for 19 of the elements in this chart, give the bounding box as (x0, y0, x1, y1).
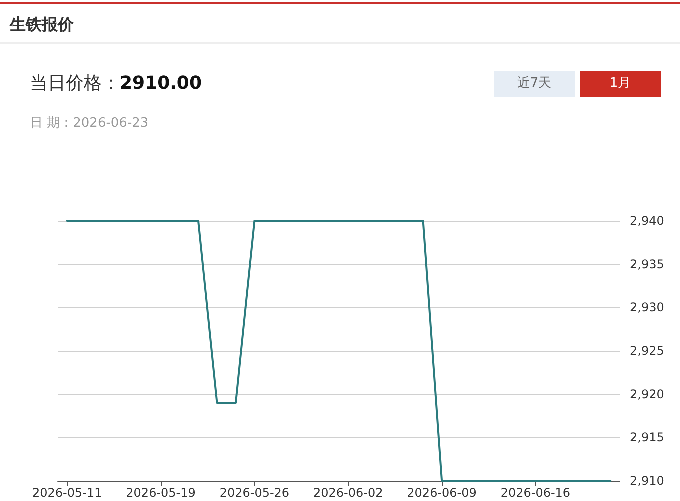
range-button: 1月 (580, 71, 661, 97)
range-button: 近7天 (494, 71, 575, 97)
x-tick-label: 2026-05-11 (32, 486, 102, 500)
y-tick-label: 2,940 (630, 214, 664, 228)
y-tick-label: 2,930 (630, 300, 664, 315)
x-tick-label: 2026-05-19 (126, 486, 196, 500)
text: 日 期：2026-06-23 (30, 115, 149, 133)
y-tick-label: 2,925 (630, 344, 664, 358)
x-tick-label: 2026-05-26 (220, 486, 290, 500)
text: 2910.00 (120, 73, 202, 94)
x-tick-label: 2026-06-02 (313, 486, 384, 500)
x-tick-label: 2026-06-16 (500, 486, 571, 500)
text: 当日价格： (30, 73, 120, 94)
y-tick-label: 2,915 (630, 430, 664, 445)
y-tick-label: 2,935 (630, 257, 664, 272)
y-tick-label: 2,910 (630, 474, 664, 488)
chart-title: 生铁报价 (10, 15, 74, 35)
x-tick-label: 2026-06-09 (407, 486, 477, 500)
y-tick-label: 2,920 (630, 387, 664, 402)
